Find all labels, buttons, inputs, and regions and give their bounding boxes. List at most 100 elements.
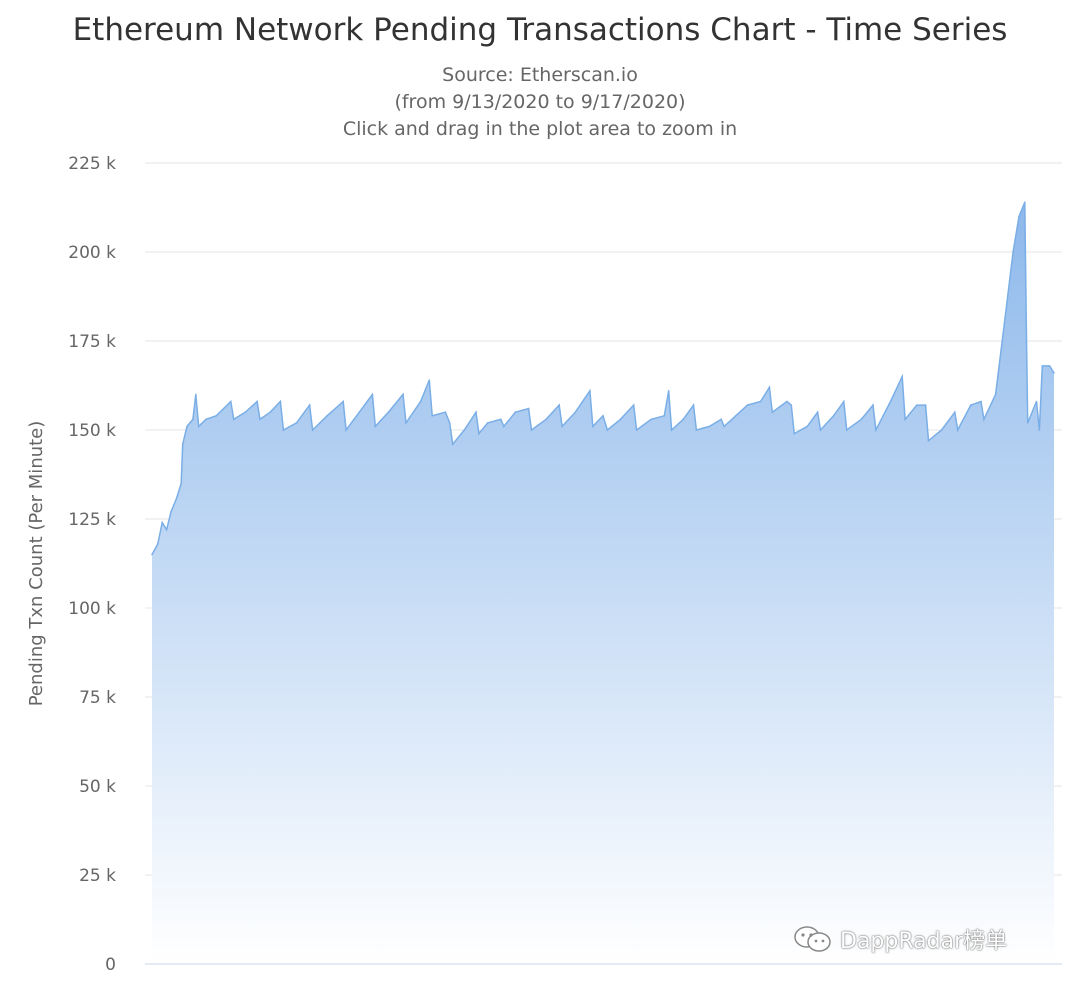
data-point <box>444 411 447 414</box>
data-point <box>927 439 930 442</box>
data-point <box>431 415 434 417</box>
y-tick-label: 175 k <box>68 332 116 352</box>
data-point <box>663 415 666 417</box>
data-point <box>1053 372 1055 374</box>
data-point <box>1024 201 1026 203</box>
data-point <box>186 425 188 428</box>
data-point <box>916 404 918 406</box>
y-axis-label: Pending Txn Count (Per Minute) <box>26 421 47 707</box>
data-point <box>970 404 972 406</box>
data-points <box>151 201 1055 556</box>
data-point <box>635 429 638 431</box>
data-point <box>667 390 670 392</box>
data-point <box>924 404 927 406</box>
data-point <box>308 404 311 406</box>
data-point <box>1003 322 1006 325</box>
wechat-icon <box>794 926 831 952</box>
pending-txn-area <box>152 202 1054 964</box>
data-point <box>165 528 168 531</box>
data-point <box>181 443 184 446</box>
data-point <box>561 425 563 428</box>
data-point <box>872 404 874 406</box>
data-point <box>205 418 207 421</box>
data-point <box>170 511 172 513</box>
data-point <box>374 425 377 428</box>
data-point <box>819 429 822 431</box>
data-point <box>402 393 404 396</box>
zoom-hint: Click and drag in the plot area to zoom … <box>342 118 738 140</box>
data-point <box>768 386 771 389</box>
data-point <box>279 400 282 403</box>
data-point <box>692 404 695 406</box>
data-point <box>295 422 298 424</box>
data-point <box>475 411 477 414</box>
data-point <box>448 422 451 424</box>
y-axis-ticks: 0 25 k 50 k 75 k 100 k 125 k 150 k 175 k 200 k 22… <box>68 154 116 975</box>
data-point <box>371 393 374 396</box>
y-tick-label: 125 k <box>68 510 116 530</box>
data-point <box>816 411 819 414</box>
data-point <box>682 418 685 421</box>
data-point <box>940 429 943 431</box>
data-point <box>956 429 959 431</box>
data-point <box>345 429 347 431</box>
data-point <box>358 411 361 414</box>
data-point <box>832 415 835 417</box>
data-point <box>845 429 848 431</box>
data-point <box>790 404 793 406</box>
data-point <box>746 404 749 406</box>
chart-date-range: (from 9/13/2020 to 9/17/2020) <box>394 91 686 113</box>
data-point <box>428 379 431 382</box>
y-tick-label: 75 k <box>79 688 116 708</box>
data-point <box>771 411 774 414</box>
data-point <box>954 411 956 414</box>
data-point <box>602 415 604 417</box>
data-point <box>486 422 489 424</box>
data-point <box>1026 422 1029 424</box>
data-point <box>259 418 261 421</box>
data-point <box>1025 322 1028 325</box>
data-point <box>574 411 577 414</box>
data-point <box>197 425 200 428</box>
y-tick-label: 50 k <box>79 777 116 797</box>
data-point <box>451 443 454 446</box>
data-point <box>463 429 466 431</box>
y-tick-label: 150 k <box>68 421 116 441</box>
data-point <box>860 418 863 421</box>
data-point <box>195 393 197 396</box>
data-point <box>1038 429 1041 431</box>
data-point <box>192 418 194 421</box>
data-point <box>592 425 594 428</box>
data-point <box>419 400 422 403</box>
data-point <box>500 418 502 421</box>
data-point <box>632 404 635 406</box>
data-point <box>405 422 407 424</box>
data-point <box>650 418 652 421</box>
data-point <box>230 400 232 403</box>
data-point <box>1018 215 1020 218</box>
data-point <box>901 375 903 378</box>
data-point <box>282 429 285 431</box>
data-point <box>793 432 795 435</box>
data-point <box>232 418 235 421</box>
data-point <box>326 415 328 417</box>
data-point <box>786 400 788 403</box>
data-point <box>311 429 314 431</box>
data-point <box>759 400 762 403</box>
data-point <box>843 400 845 403</box>
data-point <box>983 418 985 421</box>
y-tick-label: 25 k <box>79 866 116 886</box>
data-point <box>161 521 163 524</box>
data-point <box>606 429 609 431</box>
data-point <box>180 482 182 485</box>
data-point <box>530 429 533 431</box>
data-point <box>1041 365 1044 367</box>
y-tick-label: 0 <box>105 955 116 975</box>
data-point <box>875 429 877 431</box>
data-point <box>342 400 345 403</box>
data-point <box>720 418 722 421</box>
chart-source: Source: Etherscan.io <box>442 64 638 86</box>
data-point <box>723 425 725 428</box>
data-point <box>695 429 698 431</box>
